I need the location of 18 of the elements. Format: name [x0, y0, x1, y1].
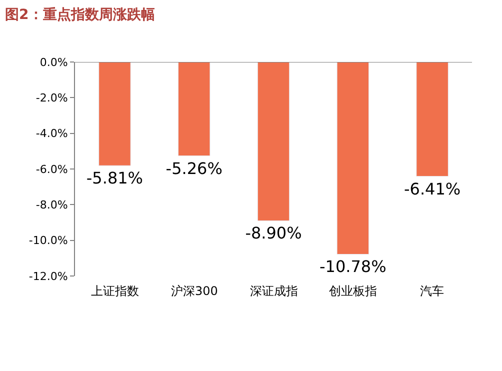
data-label: -8.90%	[245, 224, 302, 243]
y-tick-label: -8.0%	[36, 198, 68, 212]
data-label: -6.41%	[404, 179, 461, 198]
x-tick-label: 沪深300	[171, 284, 218, 298]
chart-title: 图2：重点指数周涨跌幅	[5, 7, 155, 24]
y-tick-label: -2.0%	[36, 92, 68, 105]
x-tick-label: 深证成指	[250, 284, 298, 298]
data-label: -5.81%	[86, 168, 144, 188]
y-tick-label: -12.0%	[28, 270, 68, 283]
x-tick-label: 汽车	[420, 284, 444, 298]
y-tick-label: -10.0%	[28, 234, 68, 248]
x-tick-label: 上证指数	[91, 284, 139, 298]
data-label: -5.26%	[166, 158, 222, 178]
x-tick-label: 创业板指	[329, 284, 377, 298]
data-label: -10.78%	[320, 257, 386, 276]
y-tick-label: -4.0%	[36, 127, 68, 140]
y-tick-label: 0.0%	[40, 56, 68, 69]
y-tick-label: -6.0%	[36, 162, 68, 176]
